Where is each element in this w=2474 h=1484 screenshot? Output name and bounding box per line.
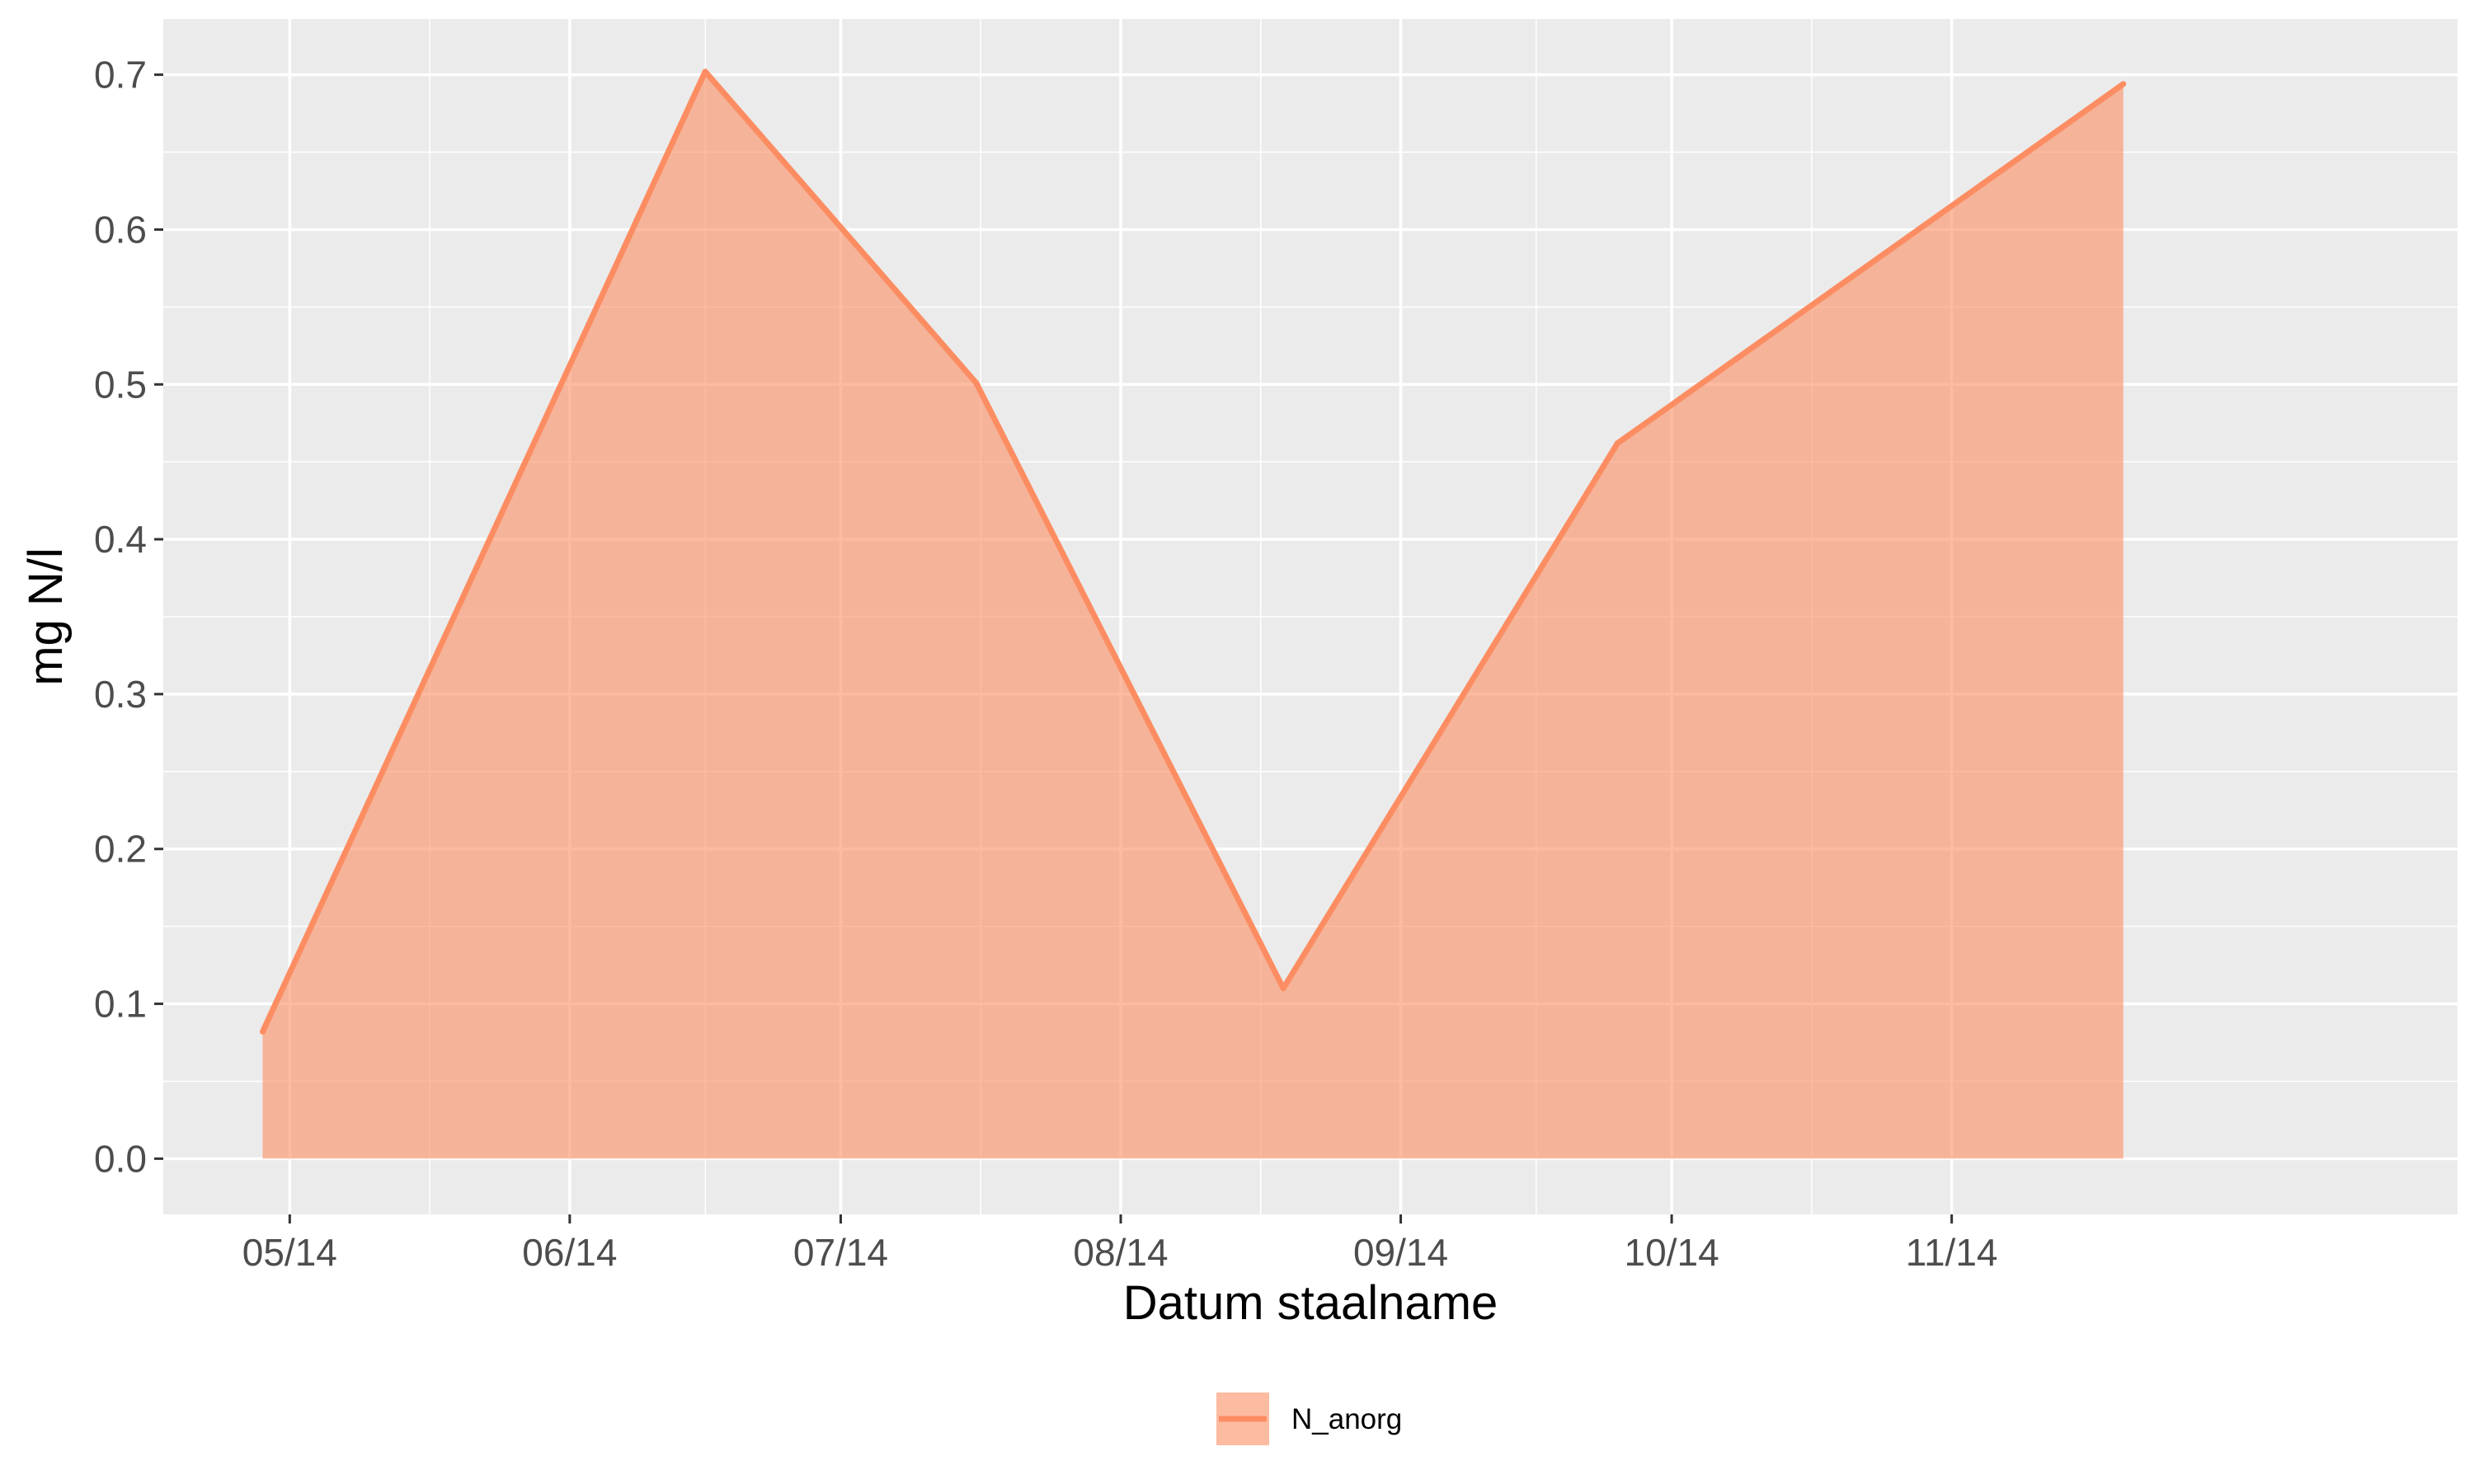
- x-tick-label: 09/14: [1353, 1231, 1448, 1274]
- area-fill-N_anorg: [262, 71, 2124, 1159]
- series-layer: [259, 68, 2127, 1159]
- x-axis-title: Datum staalname: [1123, 1276, 1498, 1330]
- y-tick-label: 0.6: [94, 208, 147, 251]
- y-tick-label: 0.1: [94, 983, 147, 1026]
- y-tick-label: 0.5: [94, 363, 147, 406]
- y-tick-label: 0.7: [94, 54, 147, 96]
- axis-layer: 0.0 0.1 0.2 0.3 0.4 0.5 0.6 0.7 05/14 06/14 07/14 0…: [94, 54, 1997, 1274]
- legend: N_anorg: [1215, 1391, 1402, 1447]
- series-line-N_anorg: [260, 68, 2125, 1033]
- data-point: [259, 1028, 266, 1035]
- y-tick-label: 0.2: [94, 828, 147, 871]
- y-tick-label: 0.3: [94, 673, 147, 716]
- x-tick-label: 11/14: [1906, 1231, 1998, 1274]
- legend-label-n-anorg: N_anorg: [1291, 1403, 1402, 1435]
- data-point: [1280, 985, 1286, 992]
- x-tick-label: 07/14: [793, 1231, 888, 1274]
- x-tick-label: 08/14: [1073, 1231, 1168, 1274]
- x-tick-label: 10/14: [1625, 1231, 1719, 1274]
- y-tick-label: 0.4: [94, 518, 147, 561]
- data-point: [1614, 440, 1620, 447]
- y-axis-title: mg N/l: [19, 547, 73, 686]
- y-tick-label: 0.0: [94, 1137, 147, 1180]
- data-point: [973, 379, 980, 386]
- x-tick-label: 06/14: [522, 1231, 617, 1274]
- data-point: [2120, 81, 2127, 87]
- data-point: [702, 68, 708, 75]
- x-tick-label: 05/14: [242, 1231, 337, 1274]
